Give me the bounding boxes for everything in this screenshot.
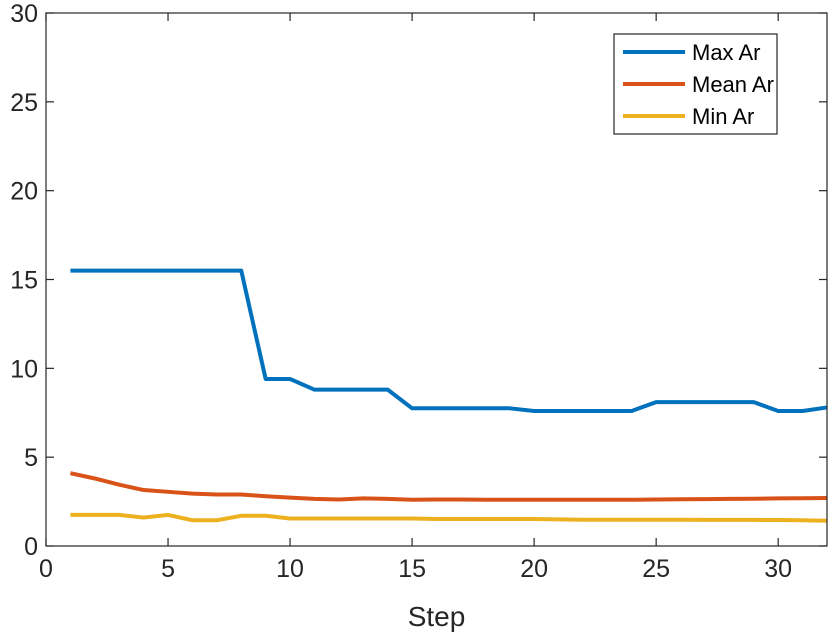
y-tick-label: 30 xyxy=(10,0,38,28)
y-tick-label: 10 xyxy=(10,355,38,383)
x-tick-label: 0 xyxy=(39,555,53,583)
x-axis-title: Step xyxy=(408,601,466,632)
y-tick-label: 5 xyxy=(24,444,38,472)
legend-label: Min Ar xyxy=(692,104,754,129)
y-tick-label: 15 xyxy=(10,267,38,295)
y-tick-label: 20 xyxy=(10,178,38,206)
axes-layer: 0 5 10 15 20 25 30 0 5 10 15 20 25 30 xyxy=(10,0,828,583)
y-tick-label: 0 xyxy=(24,533,38,561)
legend-label: Max Ar xyxy=(692,40,760,65)
legend-label: Mean Ar xyxy=(692,72,774,97)
x-tick-label: 10 xyxy=(276,555,304,583)
x-tick-label: 20 xyxy=(520,555,548,583)
series-line-2 xyxy=(69,471,828,502)
series-line-1 xyxy=(70,268,828,413)
legend: Max Ar Mean Ar Min Ar xyxy=(613,33,778,135)
x-tick-label: 25 xyxy=(642,555,670,583)
x-tick-label: 30 xyxy=(764,555,792,583)
y-tick-label: 25 xyxy=(10,89,38,117)
series-layer xyxy=(69,268,828,523)
series-line-3 xyxy=(70,512,828,523)
x-tick-label: 15 xyxy=(398,555,426,583)
x-tick-label: 5 xyxy=(161,555,175,583)
